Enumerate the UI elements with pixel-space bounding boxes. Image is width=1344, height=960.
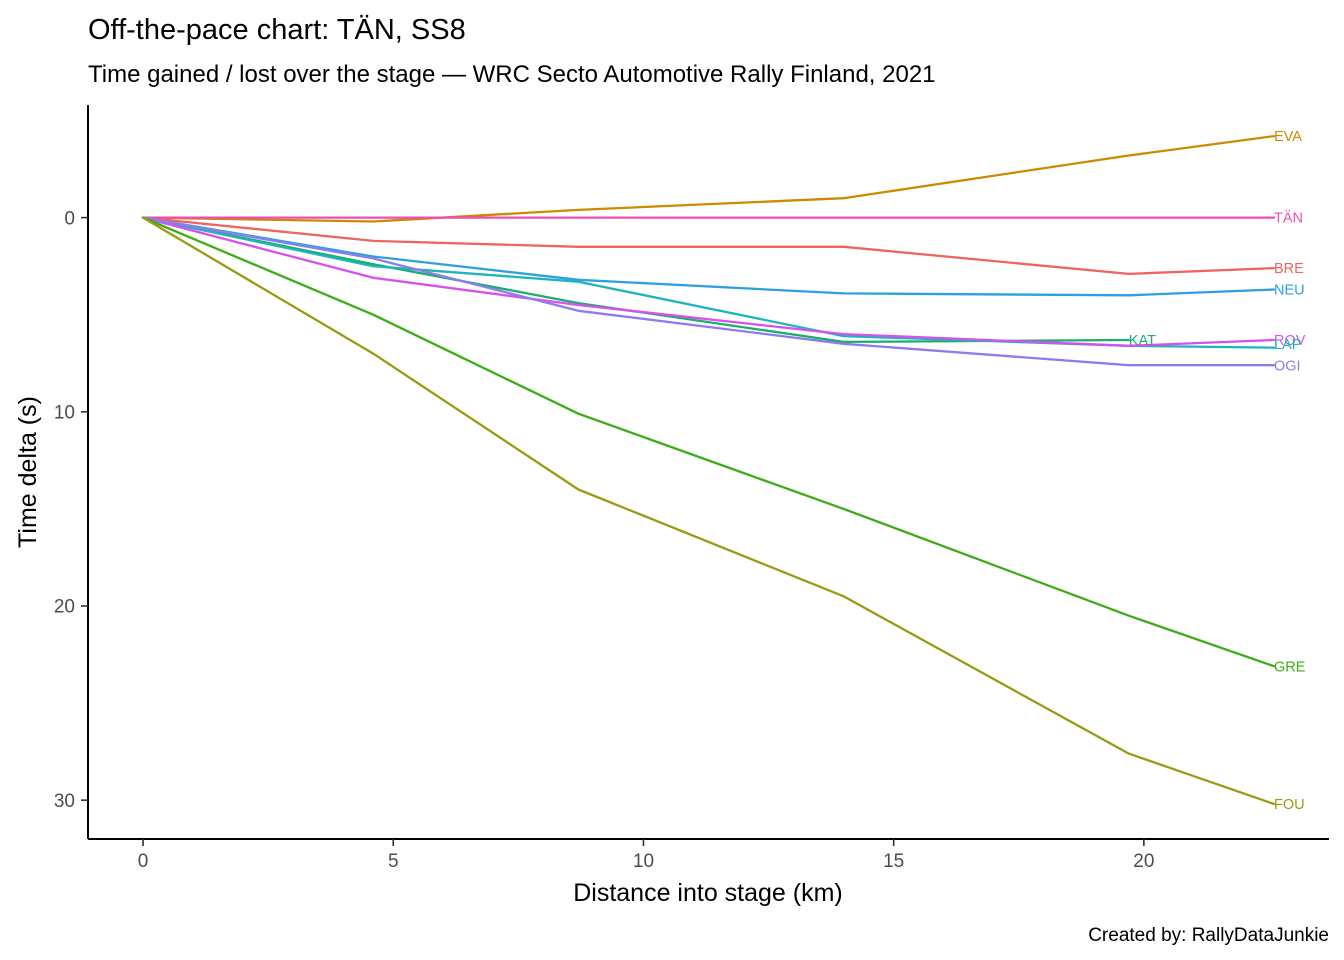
series-line-bre xyxy=(141,216,1276,276)
series-line-fou xyxy=(141,216,1276,806)
series-label-fou: FOU xyxy=(1274,797,1305,813)
series-line-ogi xyxy=(141,216,1276,367)
x-tick-label: 20 xyxy=(1133,851,1154,872)
series-label-ogi: OGI xyxy=(1274,358,1301,374)
x-tick-label: 0 xyxy=(138,851,149,872)
series-label-rov: ROV xyxy=(1274,333,1306,349)
chart-title: Off-the-pace chart: TÄN, SS8 xyxy=(88,14,466,46)
series-label-lap: LAP xyxy=(1274,337,1301,353)
x-tick-label: 10 xyxy=(633,851,654,872)
series-line-neu xyxy=(141,216,1276,297)
y-axis-ticks: 0 10 20 30 xyxy=(54,208,88,812)
y-tick-label: 20 xyxy=(54,597,75,618)
x-axis-title: Distance into stage (km) xyxy=(573,879,843,907)
chart-caption: Created by: RallyDataJunkie xyxy=(1088,925,1329,946)
x-axis-ticks: 0 5 10 15 20 xyxy=(138,839,1154,872)
series-line-gre xyxy=(141,216,1276,668)
series-label-bre: BRE xyxy=(1274,261,1304,277)
series-label-tan: TÄN xyxy=(1274,210,1303,227)
plot-area xyxy=(141,134,1276,806)
series-line-kat xyxy=(141,216,1130,344)
y-tick-label: 0 xyxy=(64,208,75,229)
series-label-kat: KAT xyxy=(1129,333,1156,349)
series-label-neu: NEU xyxy=(1274,283,1305,299)
series-label-eva: EVA xyxy=(1274,129,1302,145)
x-tick-label: 5 xyxy=(388,851,399,872)
series-line-eva xyxy=(141,134,1276,223)
y-tick-label: 30 xyxy=(54,791,75,812)
series-label-gre: GRE xyxy=(1274,659,1306,675)
chart-subtitle: Time gained / lost over the stage — WRC … xyxy=(88,61,936,88)
series-line-lap xyxy=(141,216,1276,349)
x-tick-label: 15 xyxy=(883,851,904,872)
y-axis-title: Time delta (s) xyxy=(14,396,42,548)
series-line-rov xyxy=(141,216,1276,347)
y-tick-label: 10 xyxy=(54,402,75,423)
